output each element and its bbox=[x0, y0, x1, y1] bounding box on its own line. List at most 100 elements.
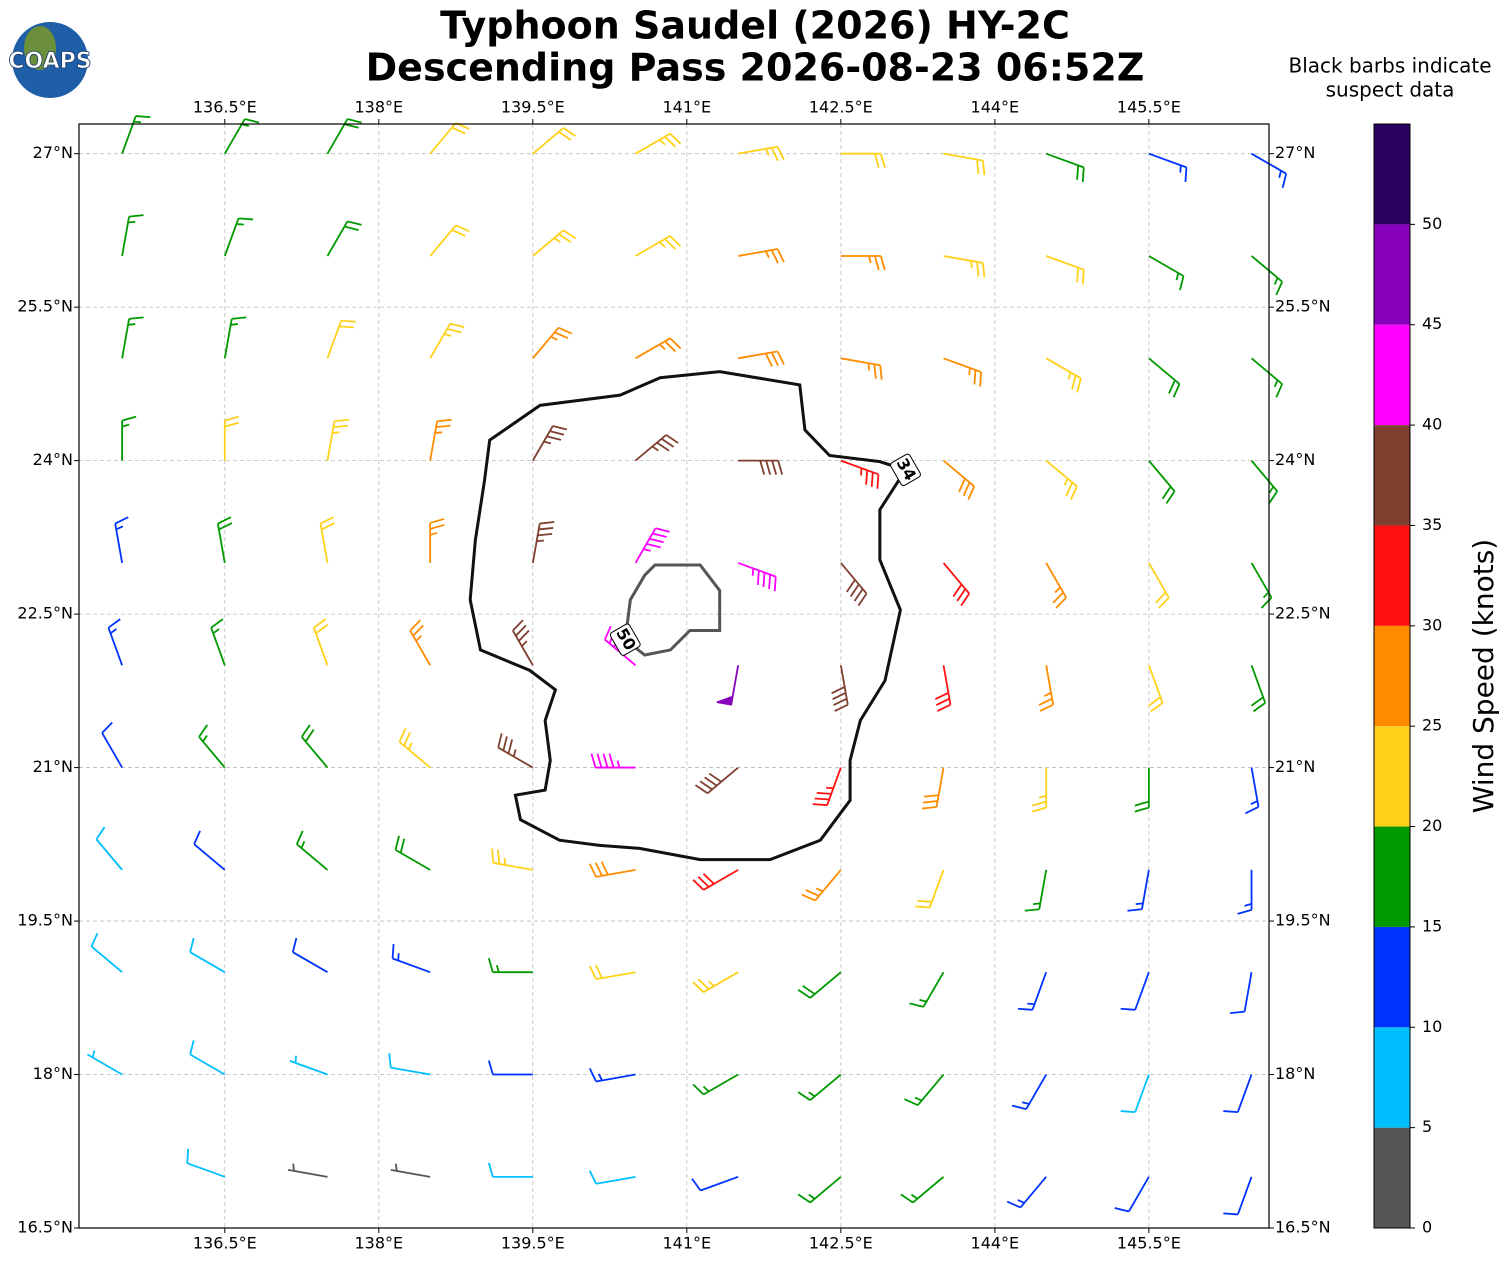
wind-barb bbox=[691, 1175, 739, 1192]
wind-barb bbox=[1127, 869, 1150, 912]
colorbar-swatch bbox=[1374, 926, 1410, 1028]
y-tick-label: 27°N bbox=[33, 143, 73, 162]
wind-barb bbox=[1006, 1176, 1047, 1209]
colorbar-swatch bbox=[1374, 425, 1410, 526]
wind-barb bbox=[87, 1050, 123, 1076]
colorbar-tick-label: 50 bbox=[1422, 214, 1442, 233]
wind-barb bbox=[429, 322, 465, 359]
colorbar-tick-label: 40 bbox=[1422, 415, 1442, 434]
wind-barb bbox=[1045, 459, 1078, 500]
wind-barb bbox=[942, 562, 970, 607]
colorbar-swatch bbox=[1374, 1027, 1410, 1128]
note-line: suspect data bbox=[1326, 78, 1455, 102]
x-tick-label: 142.5°E bbox=[809, 98, 873, 117]
wind-barb bbox=[1250, 255, 1284, 296]
x-tick-label: 138°E bbox=[354, 1234, 403, 1253]
wind-barb bbox=[840, 562, 868, 607]
wind-barb bbox=[1250, 562, 1273, 609]
colorbar-swatch bbox=[1374, 726, 1410, 827]
colorbar-swatch bbox=[1374, 826, 1410, 927]
wind-barb bbox=[1134, 767, 1150, 813]
wind-barb bbox=[312, 618, 329, 666]
wind-barb bbox=[198, 724, 226, 769]
wind-barb bbox=[801, 869, 842, 902]
wind-barb bbox=[189, 1040, 226, 1076]
wind-barb bbox=[1038, 665, 1055, 712]
wind-barb bbox=[223, 316, 247, 359]
colorbar-swatch bbox=[1374, 625, 1410, 727]
wind-barb bbox=[692, 869, 739, 891]
colorbar-tick-label: 20 bbox=[1422, 816, 1442, 835]
x-tick-label: 141°E bbox=[663, 98, 712, 117]
colorbar-swatch bbox=[1374, 224, 1410, 325]
wind-barb bbox=[121, 115, 151, 154]
x-tick-label: 142.5°E bbox=[809, 1234, 873, 1253]
wind-barb bbox=[588, 964, 636, 981]
x-tick-label: 138°E bbox=[354, 98, 403, 117]
wind-barb bbox=[487, 1162, 533, 1178]
wind-barb bbox=[1148, 562, 1170, 609]
x-tick-label: 139.5°E bbox=[501, 98, 565, 117]
colorbar-swatch bbox=[1374, 525, 1410, 626]
wind-barb bbox=[512, 619, 534, 666]
wind-barb bbox=[491, 848, 533, 871]
wind-barb bbox=[216, 516, 233, 564]
wind-barb bbox=[692, 971, 739, 993]
wind-barb bbox=[429, 518, 445, 563]
colorbar-tick-label: 15 bbox=[1422, 916, 1442, 935]
x-tick-label: 144°E bbox=[971, 1234, 1020, 1253]
y-tick-label: 16.5°N bbox=[1275, 1218, 1331, 1237]
wind-barb bbox=[1148, 664, 1164, 713]
wind-barb bbox=[943, 152, 986, 176]
wind-barb bbox=[1245, 767, 1260, 815]
wind-barb bbox=[1045, 255, 1085, 285]
wind-barb bbox=[1114, 1176, 1150, 1213]
wind-barb bbox=[840, 152, 886, 168]
wind-barb bbox=[634, 527, 670, 564]
wind-barb bbox=[429, 224, 470, 257]
wind-barb bbox=[487, 1060, 533, 1076]
wind-barb bbox=[738, 145, 785, 162]
wind-barb bbox=[121, 316, 144, 359]
wind-barb bbox=[532, 229, 577, 257]
wind-barb bbox=[738, 350, 785, 367]
wind-barb bbox=[1148, 460, 1176, 504]
wind-barb bbox=[90, 932, 123, 973]
plot-frame bbox=[78, 123, 1270, 1229]
wind-barb bbox=[797, 971, 842, 999]
wind-barb bbox=[840, 255, 886, 271]
wind-barb bbox=[1120, 1074, 1150, 1114]
colorbar-swatch bbox=[1374, 324, 1410, 426]
wind-barb bbox=[429, 418, 452, 461]
wind-barb bbox=[429, 122, 470, 155]
x-tick-label: 145.5°E bbox=[1117, 98, 1181, 117]
wind-barb bbox=[326, 319, 356, 359]
wind-barb bbox=[1045, 562, 1067, 609]
colorbar-tick-label: 45 bbox=[1422, 314, 1442, 333]
colorbar-tick-label: 0 bbox=[1422, 1218, 1432, 1237]
wind-barb bbox=[738, 248, 785, 264]
wind-barb bbox=[942, 459, 975, 500]
wind-barb bbox=[1250, 460, 1279, 504]
wind-barb bbox=[223, 415, 240, 461]
wind-barb bbox=[635, 337, 682, 360]
wind-barb bbox=[95, 826, 123, 871]
wind-barb bbox=[921, 767, 945, 810]
y-tick-label: 24°N bbox=[33, 450, 73, 469]
wind-barb bbox=[291, 937, 328, 973]
wind-barb bbox=[531, 521, 555, 564]
wind-barb bbox=[301, 724, 329, 769]
colorbar-tick-label: 35 bbox=[1422, 515, 1442, 534]
wind-barb bbox=[388, 1053, 431, 1076]
wind-contour bbox=[623, 563, 722, 657]
y-tick-label: 19.5°N bbox=[1275, 911, 1331, 930]
wind-barb bbox=[590, 753, 636, 769]
y-tick-label: 18°N bbox=[33, 1064, 73, 1083]
wind-barb bbox=[909, 971, 945, 1008]
wind-barb bbox=[189, 937, 226, 973]
wind-barb bbox=[1250, 357, 1284, 398]
wind-barb bbox=[326, 118, 362, 155]
logo-text: COAPS bbox=[8, 49, 91, 74]
y-tick-label: 27°N bbox=[1275, 143, 1315, 162]
